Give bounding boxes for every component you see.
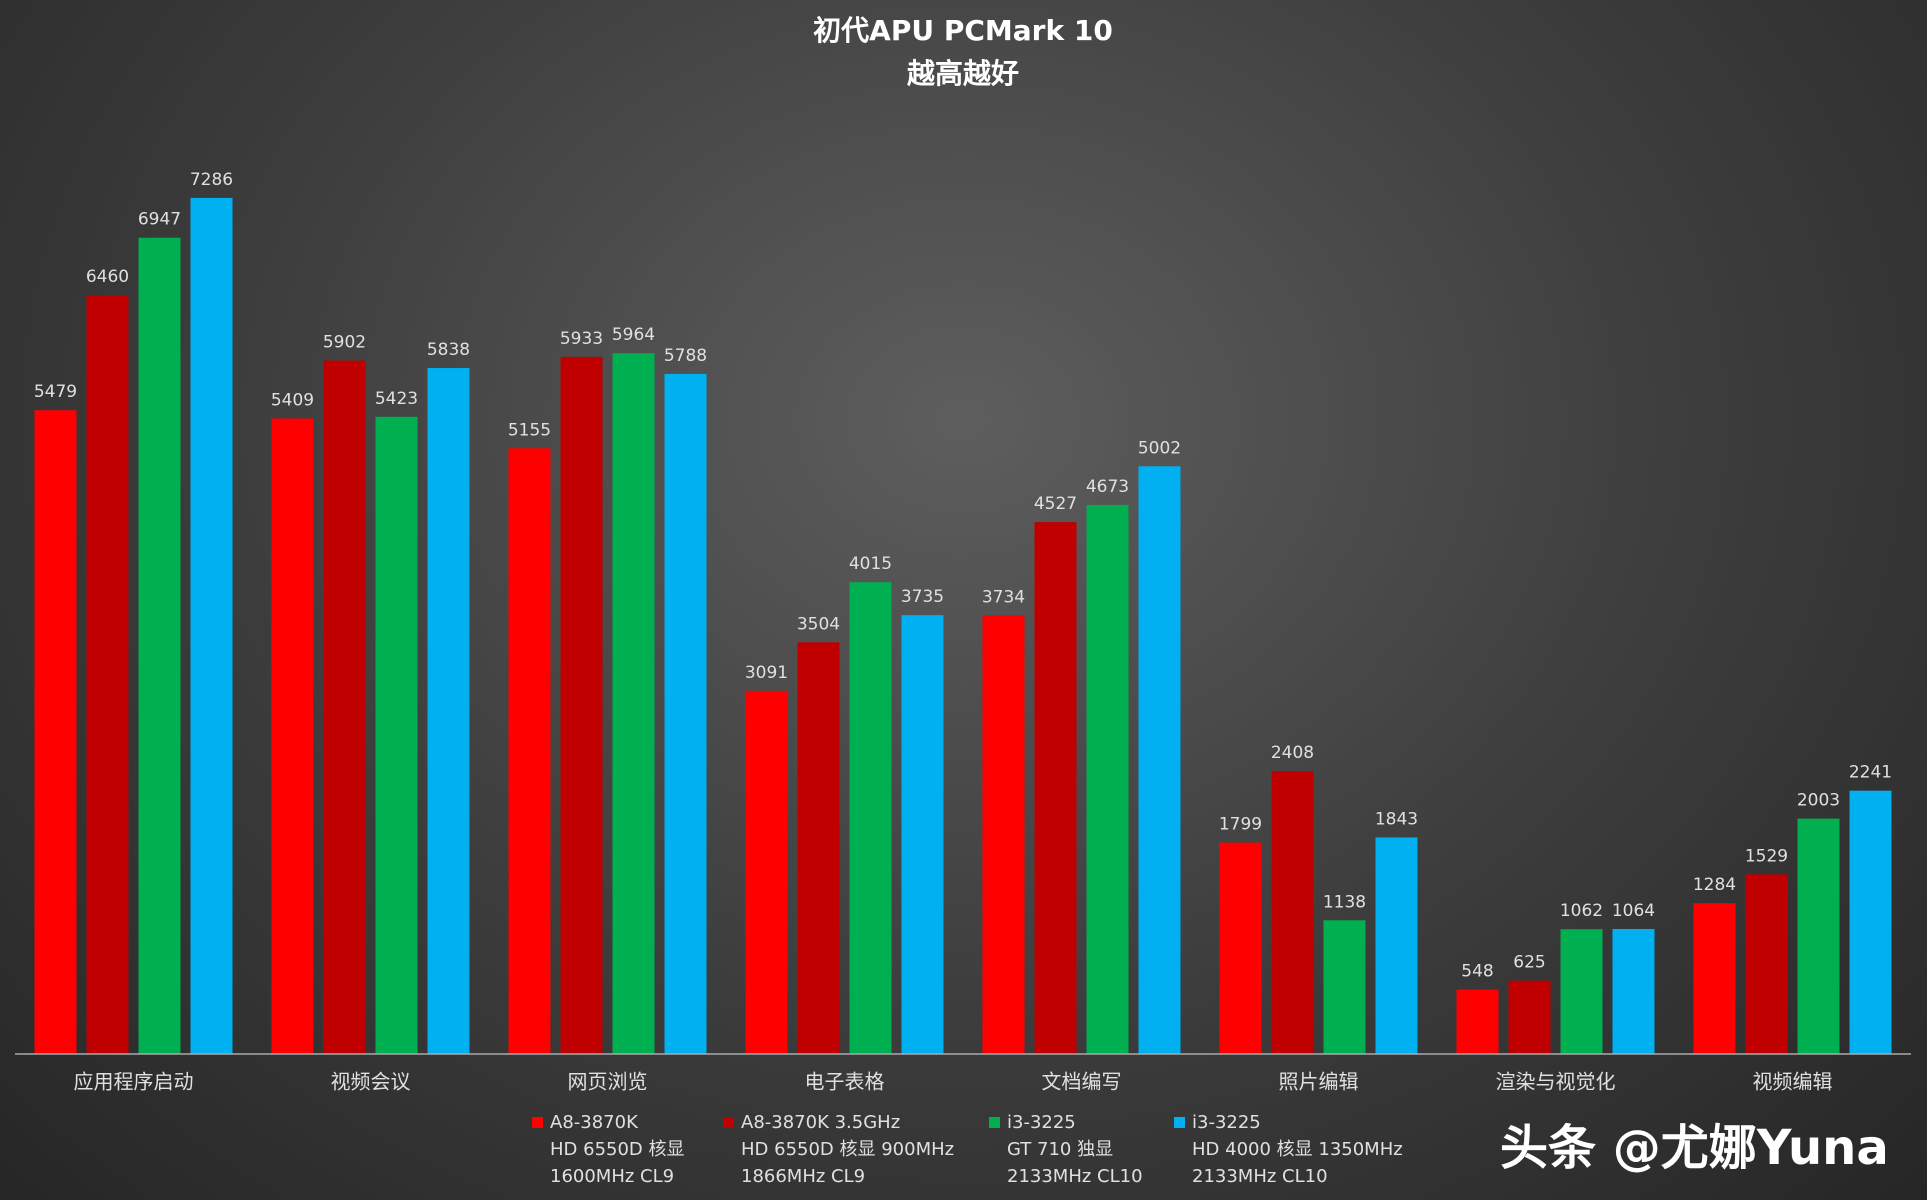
value-label: 5902 xyxy=(323,333,366,353)
value-label: 1529 xyxy=(1745,846,1788,866)
value-label: 6460 xyxy=(86,267,129,287)
bar xyxy=(1086,504,1129,1054)
bar xyxy=(1271,771,1314,1054)
bar xyxy=(560,356,603,1054)
value-label: 3091 xyxy=(745,663,788,683)
legend-entry: A8-3870K HD 6550D 核显 1600MHz CL9 xyxy=(532,1109,685,1190)
value-label: 7286 xyxy=(190,170,233,190)
value-label: 5964 xyxy=(612,325,655,345)
value-label: 1062 xyxy=(1560,901,1603,921)
legend-swatch xyxy=(989,1117,1000,1128)
legend-label: i3-3225 GT 710 独显 2133MHz CL10 xyxy=(1007,1112,1143,1187)
bar xyxy=(138,237,181,1055)
bar xyxy=(86,294,129,1054)
value-label: 3734 xyxy=(982,587,1025,607)
value-label: 3735 xyxy=(901,587,944,607)
x-tick-label: 视频会议 xyxy=(331,1070,411,1094)
value-label: 4015 xyxy=(849,554,892,574)
x-tick-label: 应用程序启动 xyxy=(74,1070,194,1094)
legend-entry: A8-3870K 3.5GHz HD 6550D 核显 900MHz 1866M… xyxy=(723,1109,954,1190)
bar xyxy=(1745,874,1788,1054)
value-label: 5155 xyxy=(508,420,551,440)
value-label: 2408 xyxy=(1271,743,1314,763)
value-label: 3504 xyxy=(797,614,840,634)
x-tick-label: 视频编辑 xyxy=(1753,1070,1833,1094)
bar xyxy=(190,197,233,1054)
value-label: 5479 xyxy=(34,382,77,402)
bar xyxy=(1456,989,1499,1054)
bar xyxy=(508,448,551,1055)
bar xyxy=(323,360,366,1054)
bar xyxy=(849,582,892,1054)
x-tick-label: 网页浏览 xyxy=(568,1070,648,1094)
bar xyxy=(745,690,788,1054)
bar xyxy=(427,368,470,1054)
bar xyxy=(1034,522,1077,1054)
value-label: 2241 xyxy=(1849,763,1892,783)
legend-swatch xyxy=(723,1117,734,1128)
chart-subtitle: 越高越好 xyxy=(907,57,1019,90)
value-label: 6947 xyxy=(138,210,181,230)
bar xyxy=(982,615,1025,1054)
bar xyxy=(1560,929,1603,1054)
watermark: 头条 @尤娜Yuna xyxy=(1500,1120,1889,1176)
value-label: 4673 xyxy=(1086,477,1129,497)
value-label: 5409 xyxy=(271,390,314,410)
value-label: 1064 xyxy=(1612,901,1655,921)
chart-title: 初代APU PCMark 10 xyxy=(813,14,1113,47)
bar xyxy=(1219,842,1262,1054)
value-label: 1799 xyxy=(1219,815,1262,835)
legend-swatch xyxy=(1174,1117,1185,1128)
value-label: 2003 xyxy=(1797,791,1840,811)
x-tick-label: 电子表格 xyxy=(805,1070,885,1094)
legend-label: A8-3870K HD 6550D 核显 1600MHz CL9 xyxy=(550,1112,685,1187)
bar xyxy=(34,410,77,1054)
value-label: 625 xyxy=(1513,953,1545,973)
value-label: 5788 xyxy=(664,346,707,366)
bar xyxy=(901,615,944,1054)
value-label: 5838 xyxy=(427,340,470,360)
value-label: 4527 xyxy=(1034,494,1077,514)
value-label: 5002 xyxy=(1138,438,1181,458)
value-label: 5933 xyxy=(560,329,603,349)
bar xyxy=(271,418,314,1054)
value-label: 5423 xyxy=(375,389,418,409)
bar xyxy=(1849,790,1892,1054)
bar xyxy=(612,353,655,1055)
legend-swatch xyxy=(532,1117,543,1128)
value-label: 1284 xyxy=(1693,875,1736,895)
x-tick-label: 文档编写 xyxy=(1042,1070,1122,1094)
legend-entry: i3-3225 GT 710 独显 2133MHz CL10 xyxy=(989,1109,1143,1190)
bar xyxy=(797,642,840,1054)
x-tick-label: 照片编辑 xyxy=(1279,1070,1359,1094)
value-label: 548 xyxy=(1461,962,1493,982)
value-label: 1843 xyxy=(1375,809,1418,829)
legend-label: i3-3225 HD 4000 核显 1350MHz 2133MHz CL10 xyxy=(1192,1112,1403,1187)
bar xyxy=(1323,920,1366,1054)
bar xyxy=(1797,818,1840,1054)
legend-entry: i3-3225 HD 4000 核显 1350MHz 2133MHz CL10 xyxy=(1174,1109,1403,1190)
bar xyxy=(375,416,418,1054)
bar xyxy=(664,373,707,1054)
bar xyxy=(1612,928,1655,1054)
legend-label: A8-3870K 3.5GHz HD 6550D 核显 900MHz 1866M… xyxy=(741,1112,955,1187)
x-tick-label: 渲染与视觉化 xyxy=(1496,1070,1616,1094)
bar xyxy=(1138,466,1181,1054)
value-label: 1138 xyxy=(1323,892,1366,912)
bar xyxy=(1693,903,1736,1054)
bar xyxy=(1508,980,1551,1054)
bar xyxy=(1375,837,1418,1054)
